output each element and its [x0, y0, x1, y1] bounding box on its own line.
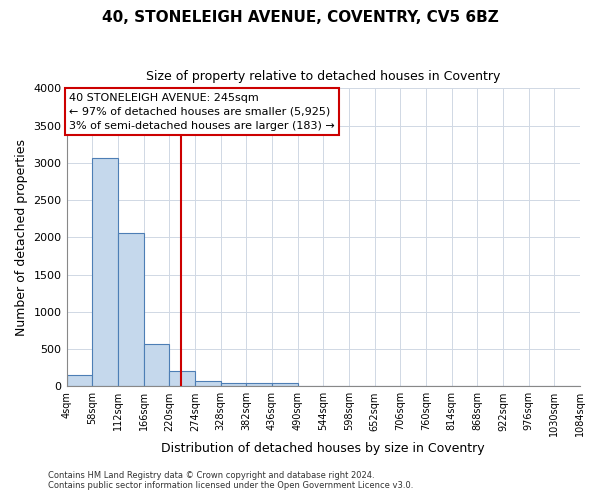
- Bar: [67, 375, 92, 386]
- Bar: [246, 382, 272, 386]
- Text: 40 STONELEIGH AVENUE: 245sqm
← 97% of detached houses are smaller (5,925)
3% of : 40 STONELEIGH AVENUE: 245sqm ← 97% of de…: [69, 93, 335, 131]
- Title: Size of property relative to detached houses in Coventry: Size of property relative to detached ho…: [146, 70, 500, 83]
- Text: Contains HM Land Registry data © Crown copyright and database right 2024.
Contai: Contains HM Land Registry data © Crown c…: [48, 470, 413, 490]
- Bar: [118, 233, 143, 386]
- Bar: [272, 382, 298, 386]
- Bar: [221, 382, 246, 386]
- X-axis label: Distribution of detached houses by size in Coventry: Distribution of detached houses by size …: [161, 442, 485, 455]
- Bar: [169, 372, 195, 386]
- Bar: [92, 158, 118, 386]
- Bar: [143, 344, 169, 387]
- Y-axis label: Number of detached properties: Number of detached properties: [15, 139, 28, 336]
- Text: 40, STONELEIGH AVENUE, COVENTRY, CV5 6BZ: 40, STONELEIGH AVENUE, COVENTRY, CV5 6BZ: [101, 10, 499, 25]
- Bar: [195, 380, 221, 386]
